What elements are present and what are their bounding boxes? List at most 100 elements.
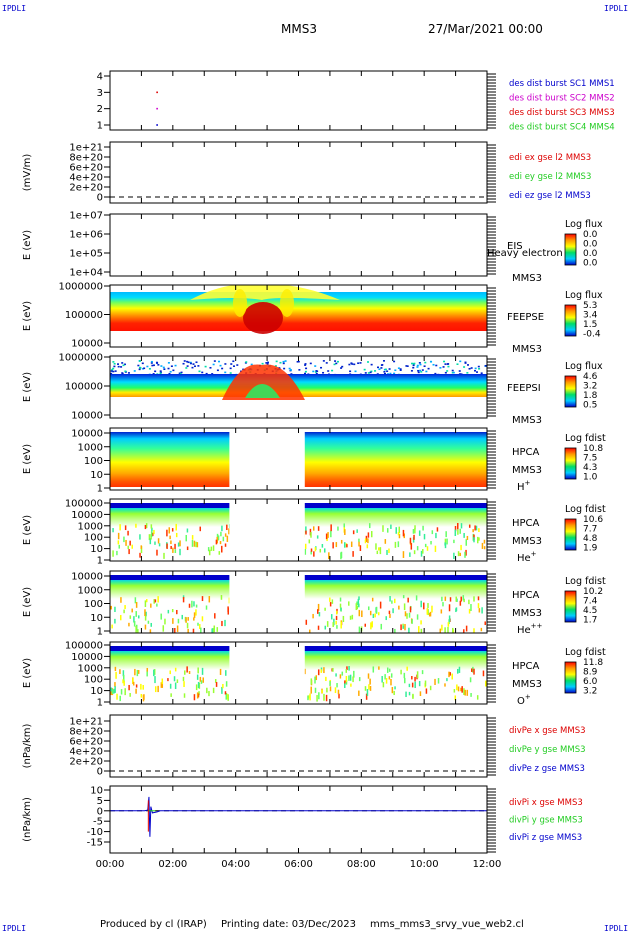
speckle-dot [172, 618, 174, 624]
speckle-dot [463, 629, 465, 633]
xtick-label: 00:00 [96, 859, 125, 870]
speckle-dot [284, 360, 287, 362]
speckle-dot [447, 365, 450, 368]
speckle-dot [321, 544, 324, 548]
speckle-dot [447, 622, 450, 627]
speckle-dot [182, 362, 185, 365]
speckle-dot [466, 372, 469, 374]
plot-area [156, 91, 158, 126]
speckle-dot [431, 530, 434, 535]
speckle-dot [174, 364, 177, 367]
speckle-dot [390, 673, 393, 678]
speckle-dot [172, 369, 175, 372]
footer-printing: Printing date: 03/Dec/2023 [221, 919, 357, 930]
spacecraft-label: MMS3 [512, 415, 542, 426]
speckle-dot [140, 693, 143, 698]
speckle-dot [150, 622, 152, 627]
speckle-dot [400, 669, 402, 675]
speckle-dot [139, 552, 141, 558]
speckle-dot [325, 694, 328, 702]
speckle-dot [209, 366, 212, 369]
speckle-dot [408, 691, 411, 696]
speckle-dot [334, 687, 337, 694]
spacecraft-label: MMS3 [512, 536, 542, 547]
speckle-dot [399, 368, 402, 370]
speckle-dot [465, 539, 468, 546]
speckle-dot [385, 616, 387, 621]
speckle-dot [124, 525, 127, 531]
speckle-dot [196, 674, 199, 680]
speckle-dot [224, 691, 227, 695]
speckle-dot [245, 361, 248, 363]
speckle-dot [170, 540, 172, 545]
speckle-dot [448, 619, 450, 625]
speckle-dot [110, 370, 113, 372]
speckle-dot [208, 549, 211, 556]
speckle-dot [484, 364, 487, 367]
speckle-dot [135, 684, 138, 688]
speckle-dot [175, 532, 178, 538]
speckle-dot [200, 627, 202, 633]
plot-area [110, 428, 487, 490]
speckle-dot [325, 362, 328, 364]
speckle-dot [114, 682, 116, 688]
speckle-dot [151, 364, 154, 367]
speckle-dot [424, 680, 427, 687]
speckle-dot [455, 596, 457, 602]
speckle-dot [404, 623, 406, 631]
ytick-label: -10 [87, 827, 103, 838]
panel-p5: 10000 100000 1000000 E (eV) Log flux4.63.21.… [22, 353, 603, 427]
speckle-dot [434, 372, 437, 375]
speckle-dot [219, 541, 222, 545]
speckle-dot [180, 371, 183, 374]
speckle-dot [439, 367, 442, 369]
speckle-dot [191, 540, 194, 547]
speckle-dot [308, 539, 311, 544]
speckle-dot [115, 671, 117, 679]
speckle-dot [318, 692, 320, 700]
spacecraft-label: MMS3 [512, 608, 542, 619]
speckle-dot [146, 365, 149, 368]
speckle-dot [316, 535, 319, 539]
speckle-dot [380, 623, 383, 630]
speckle-dot [179, 548, 181, 556]
speckle-dot [196, 542, 199, 548]
speckle-dot [477, 536, 479, 544]
speckle-dot [328, 552, 330, 560]
speckle-dot [346, 666, 348, 671]
colorbar-value: 4.5 [583, 606, 597, 616]
speckle-dot [305, 530, 307, 535]
speckle-dot [304, 548, 307, 555]
speckle-dot [188, 670, 191, 675]
speckle-dot [197, 622, 199, 626]
spacecraft-label: MMS3 [512, 344, 542, 355]
speckle-dot [200, 680, 203, 684]
speckle-dot [444, 627, 446, 633]
colorbar-title: Log fdist [565, 504, 606, 515]
xtick-label: 10:00 [410, 859, 439, 870]
speckle-dot [369, 371, 372, 374]
ytick-label: 0 [97, 767, 103, 778]
speckle-dot [444, 363, 447, 365]
speckle-dot [138, 368, 141, 371]
speckle-dot [325, 533, 328, 540]
speckle-dot [408, 612, 411, 618]
speckle-dot [393, 372, 396, 375]
speckle-dot [151, 527, 153, 532]
speckle-dot [135, 688, 137, 694]
ytick-label: 1 [97, 556, 103, 567]
colorbar-value: 1.0 [583, 473, 598, 483]
speckle-dot [274, 365, 277, 367]
speckle-dot [372, 666, 375, 673]
speckle-dot [141, 362, 144, 365]
speckle-dot [454, 695, 457, 701]
speckle-dot [341, 365, 344, 368]
speckle-dot [330, 614, 333, 620]
speckle-dot [114, 606, 116, 613]
speckle-dot [131, 544, 133, 549]
speckle-dot [110, 687, 113, 694]
speckle-dot [119, 614, 122, 621]
speckle-dot [170, 545, 172, 550]
instrument-label: HPCA [512, 661, 540, 672]
speckle-dot [349, 674, 352, 681]
